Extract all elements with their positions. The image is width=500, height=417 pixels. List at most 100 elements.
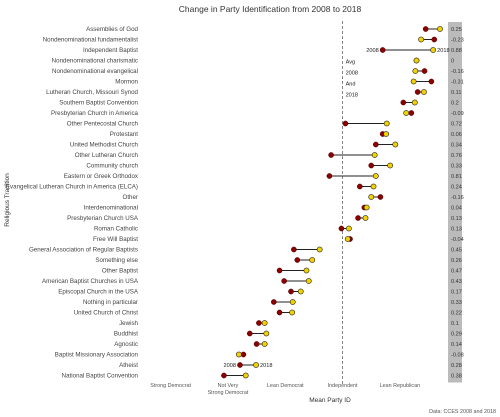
diff-label-13: 0.33 <box>451 164 462 170</box>
point-2018-2 <box>430 47 437 53</box>
category-label-24: American Baptist Churches in USA <box>42 278 139 285</box>
category-label-18: Presbyterian Church USA <box>67 215 139 222</box>
category-label-22: Something else <box>95 257 138 264</box>
point-2008-11 <box>373 141 379 148</box>
diff-label-19: 0.13 <box>451 227 462 233</box>
point-2008-24 <box>281 278 287 284</box>
diff-label-28: 0.1 <box>451 321 459 327</box>
point-2018-19 <box>345 225 352 232</box>
x-tick-label-2: Lean Democrat <box>267 383 304 389</box>
point-2018-32 <box>253 362 259 368</box>
category-labels: Assemblies of God Nondenominational funda… <box>6 26 139 380</box>
point-2018-25 <box>297 288 304 295</box>
x-tick-label-3: Independent <box>328 383 358 389</box>
point-2008-15 <box>356 183 363 190</box>
annotations: 2008 2018 2008 2018 Avg 2008 And 2018 <box>224 48 450 369</box>
x-tick-label-0: Strong Democrat <box>150 383 191 389</box>
diff-label-26: 0.33 <box>451 300 462 306</box>
diff-label-22: 0.26 <box>451 258 462 264</box>
diff-label-17: 0.04 <box>451 206 462 212</box>
point-2018-26 <box>289 299 296 305</box>
point-2018-0 <box>437 26 443 32</box>
category-label-5: Mormon <box>115 79 138 86</box>
legend-2008-bottom: 2008 <box>224 363 236 369</box>
point-2008-7 <box>400 99 407 106</box>
diff-label-18: 0.13 <box>451 216 462 222</box>
point-2008-14 <box>326 173 333 179</box>
category-label-26: Nothing in particular <box>83 299 138 306</box>
category-label-20: Free Will Baptist <box>93 236 138 243</box>
category-label-33: National Baptist Convention <box>62 373 139 380</box>
diff-label-32: 0.28 <box>451 363 462 369</box>
point-2008-1 <box>431 36 438 43</box>
category-label-11: United Methodist Church <box>70 142 139 149</box>
category-label-1: Nondenominational fundamentalist <box>43 37 139 44</box>
point-2018-17 <box>363 204 370 211</box>
category-label-6: Lutheran Church, Missouri Synod <box>46 89 138 96</box>
dumbbell-marks <box>221 26 443 379</box>
point-2018-20 <box>344 236 351 242</box>
point-2018-5 <box>410 78 417 85</box>
x-axis-ticks: Strong Democrat Not Very Strong Democrat Le… <box>150 383 420 396</box>
point-2008-8 <box>408 110 415 116</box>
category-label-0: Assemblies of God <box>86 26 138 33</box>
category-label-31: Baptist Missionary Association <box>55 352 139 359</box>
point-2008-12 <box>328 152 334 158</box>
point-2008-26 <box>271 299 277 305</box>
avg-annotation-1: 2008 <box>346 71 358 77</box>
category-label-2: Independent Baptist <box>83 47 138 54</box>
diff-label-3: 0 <box>451 59 454 65</box>
point-2018-7 <box>411 99 418 106</box>
point-2018-24 <box>305 278 312 284</box>
diff-label-12: 0.76 <box>451 153 462 159</box>
x-tick-label-1: Not Very Strong Democrat <box>208 383 249 396</box>
legend-2018-bottom: 2018 <box>260 363 272 369</box>
point-2018-23 <box>303 267 310 274</box>
point-2008-18 <box>355 215 361 221</box>
point-2008-25 <box>288 288 294 295</box>
category-label-32: Atheist <box>119 362 138 369</box>
avg-annotation-3: 2018 <box>346 93 358 99</box>
point-2018-13 <box>387 162 394 169</box>
diff-label-23: 0.47 <box>451 269 462 275</box>
diff-label-21: 0.45 <box>451 248 462 254</box>
point-2008-13 <box>368 162 375 169</box>
point-2018-6 <box>421 89 427 95</box>
avg-annotation-0: Avg <box>346 60 356 66</box>
point-2008-22 <box>294 257 301 263</box>
point-2018-8 <box>403 110 410 116</box>
point-2008-28 <box>256 320 262 326</box>
point-2008-32 <box>237 362 243 368</box>
point-2008-9 <box>342 120 349 127</box>
diff-label-7: 0.2 <box>451 101 459 107</box>
point-2018-14 <box>372 173 379 179</box>
point-2018-30 <box>261 341 268 347</box>
point-2018-12 <box>371 152 378 158</box>
point-2008-27 <box>276 309 283 316</box>
category-label-4: Nondenominational evangelical <box>52 68 138 75</box>
point-2008-4 <box>421 68 428 74</box>
diff-label-5: -0.31 <box>451 80 464 86</box>
diff-label-20: -0.04 <box>451 237 464 243</box>
point-2008-5 <box>428 78 435 85</box>
diff-label-9: 0.72 <box>451 122 462 128</box>
category-label-15: Evangelical Lutheran Church in America (… <box>6 184 138 191</box>
chart-title: Change in Party Identification from 2008… <box>179 4 362 14</box>
point-2018-4 <box>412 68 419 74</box>
point-2018-29 <box>263 330 270 337</box>
category-label-27: United Church of Christ <box>74 310 139 317</box>
x-axis-label: Mean Party ID <box>309 397 351 404</box>
category-label-21: General Association of Regular Baptists <box>29 247 138 254</box>
diff-label-4: -0.16 <box>451 69 464 75</box>
legend-2008-top: 2008 <box>366 48 378 54</box>
diff-label-31: -0.08 <box>451 353 464 359</box>
category-label-12: Other Lutheran Church <box>75 152 139 159</box>
point-2008-16 <box>377 194 384 200</box>
difference-labels: 0.25 -0.23 0.88 0 -0.16 -0.31 0.11 0.2 -0.09 0.72… <box>451 27 464 380</box>
category-label-16: Other <box>123 194 138 201</box>
category-label-17: Interdenominational <box>84 205 138 212</box>
point-2008-30 <box>253 341 260 347</box>
point-2008-19 <box>338 225 345 232</box>
point-2018-21 <box>316 246 323 253</box>
point-2018-11 <box>392 141 399 148</box>
